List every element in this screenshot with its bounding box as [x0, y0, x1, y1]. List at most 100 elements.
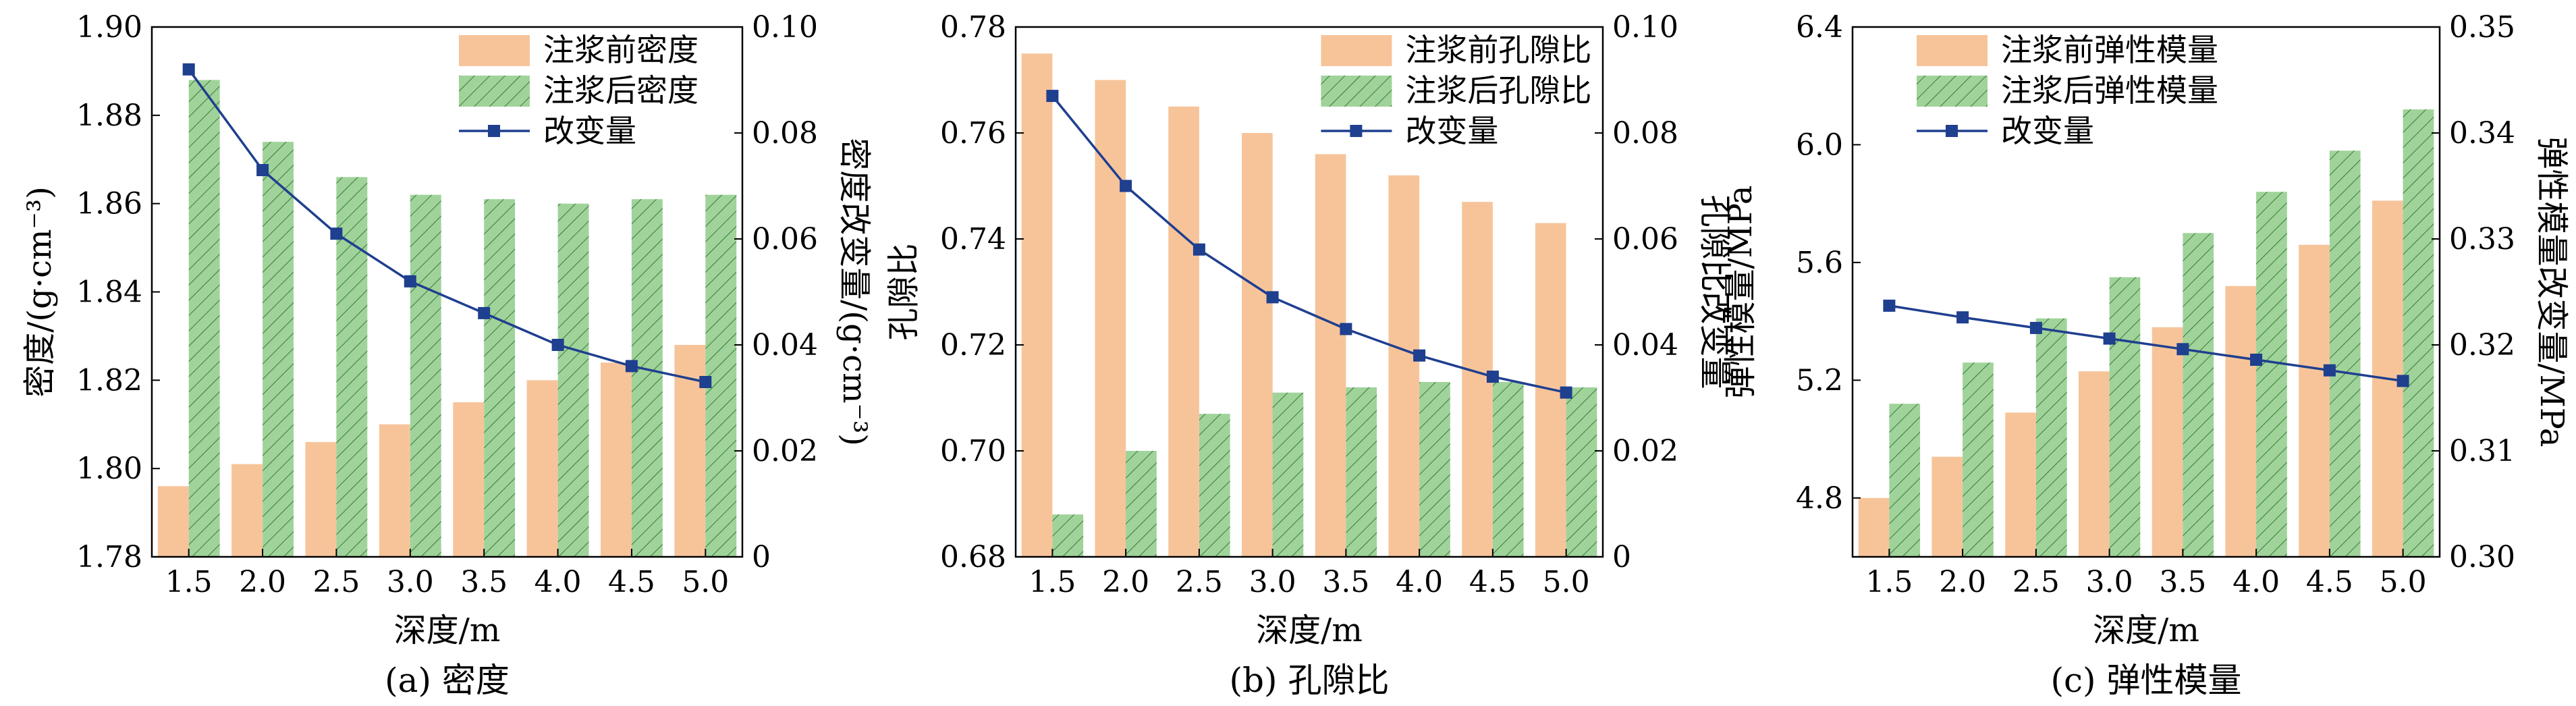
bar-after-4.0	[2256, 192, 2287, 557]
x-tick-label: 4.0	[2232, 565, 2280, 599]
bar-before-1.5	[157, 486, 189, 557]
bar-after-2.5	[336, 177, 368, 557]
y-left-tick-label: 0.70	[940, 434, 1006, 468]
bar-before-4.5	[601, 362, 632, 557]
y-left-tick-label: 1.82	[76, 363, 142, 398]
x-tick-label: 3.5	[1322, 565, 1369, 599]
chart-panel-1: 1.5 2.0 2.5 3.0 3.5 4.0 4.5 5.0 1.78 1.80 1.82 1.84…	[21, 10, 873, 700]
x-tick-label: 4.5	[608, 565, 655, 599]
y-left-tick-label: 6.4	[1796, 10, 1843, 45]
bar-before-2.0	[1931, 456, 1963, 557]
y-right-tick-label: 0.30	[2449, 540, 2515, 574]
y-right-tick-label: 0.34	[2449, 116, 2515, 151]
bar-before-3.5	[453, 402, 485, 557]
bar-before-3.0	[1242, 133, 1273, 557]
y-right-axis-title: 弹性模量改变量/MPa	[2533, 136, 2571, 447]
change-marker-2.5	[1193, 243, 1205, 256]
change-marker-2.0	[256, 164, 269, 176]
panel-caption: (b) 孔隙比	[1230, 661, 1390, 700]
bar-before-2.0	[1095, 80, 1126, 557]
bar-after-2.5	[1199, 414, 1230, 557]
plot-frame	[1014, 26, 1604, 558]
y-left-tick-label: 5.2	[1796, 363, 1843, 398]
legend-line-marker	[1946, 125, 1958, 137]
x-tick-label: 2.0	[239, 565, 286, 599]
change-marker-4.0	[551, 339, 564, 351]
bar-after-3.0	[410, 194, 441, 558]
bar-after-4.5	[1492, 382, 1524, 557]
change-marker-2.5	[2029, 321, 2042, 334]
y-right-tick-label: 0	[752, 540, 771, 574]
bar-before-4.0	[526, 380, 558, 557]
x-tick-label: 4.5	[2306, 565, 2353, 599]
bar-after-5.0	[2403, 109, 2434, 558]
change-marker-2.0	[1956, 311, 1969, 324]
y-right-tick-label: 0.35	[2449, 10, 2515, 45]
bar-before-3.0	[379, 424, 410, 557]
bar-after-3.5	[484, 199, 516, 558]
y-right-tick-label: 0.06	[752, 222, 818, 256]
x-axis-title: 深度/m	[1256, 612, 1363, 649]
change-marker-3.0	[2103, 332, 2116, 345]
change-marker-4.5	[2323, 364, 2336, 377]
bar-before-1.5	[1021, 53, 1053, 558]
plot-frame	[1851, 26, 2441, 558]
x-tick-label: 2.0	[1939, 565, 1986, 599]
bar-before-2.0	[231, 464, 263, 557]
legend-bar-swatch	[1321, 35, 1392, 66]
change-marker-5.0	[699, 376, 712, 388]
x-tick-label: 2.5	[2012, 565, 2060, 599]
y-left-tick-label: 5.6	[1796, 246, 1843, 280]
change-marker-4.0	[2250, 354, 2263, 366]
x-tick-label: 3.5	[2159, 565, 2206, 599]
change-marker-4.5	[1486, 371, 1499, 383]
x-tick-label: 2.5	[1176, 565, 1223, 599]
x-tick-label: 5.0	[1543, 565, 1590, 599]
x-tick-label: 2.0	[1102, 565, 1149, 599]
y-right-tick-label: 0.10	[1612, 10, 1678, 45]
change-marker-2.5	[330, 227, 343, 240]
y-left-tick-label: 1.80	[76, 452, 142, 486]
change-marker-1.5	[1883, 299, 1896, 312]
y-right-axis-title: 密度改变量/(g·cm⁻³)	[835, 138, 873, 446]
x-axis-title: 深度/m	[394, 612, 501, 649]
bar-after-4.5	[2329, 151, 2361, 557]
x-tick-label: 3.5	[460, 565, 508, 599]
y-left-tick-label: 0.76	[940, 116, 1006, 151]
x-tick-label: 3.0	[387, 565, 434, 599]
x-tick-label: 4.0	[1396, 565, 1443, 599]
legend-label: 改变量	[2001, 113, 2094, 149]
bar-after-4.0	[557, 203, 589, 557]
chart-panel-2: 1.5 2.0 2.5 3.0 3.5 4.0 4.5 5.0 0.68 0.70 0.72 0.74…	[885, 10, 1734, 700]
legend-bar-swatch	[1917, 76, 1988, 107]
x-tick-label: 3.0	[1249, 565, 1296, 599]
bar-after-2.0	[1963, 362, 1994, 557]
bar-before-2.5	[305, 441, 337, 557]
legend-bar-swatch	[459, 35, 530, 66]
y-left-tick-label: 1.86	[76, 187, 142, 221]
y-right-tick-label: 0.08	[752, 116, 818, 151]
bar-after-5.0	[705, 194, 737, 558]
change-marker-3.0	[404, 275, 416, 288]
y-right-tick-label: 0.31	[2449, 434, 2515, 468]
bar-after-2.0	[263, 142, 294, 558]
chart-panels: 1.5 2.0 2.5 3.0 3.5 4.0 4.5 5.0 1.78 1.80 1.82 1.84…	[21, 10, 2571, 700]
x-tick-label: 4.5	[1469, 565, 1516, 599]
bar-before-2.5	[1168, 106, 1199, 558]
bar-after-1.5	[1889, 404, 1921, 557]
bar-after-2.0	[1126, 451, 1157, 557]
x-tick-label: 5.0	[2380, 565, 2427, 599]
y-left-tick-label: 0.78	[940, 10, 1006, 45]
y-right-tick-label: 0.04	[752, 328, 818, 362]
legend-bar-swatch	[1917, 35, 1988, 66]
y-right-tick-label: 0.02	[752, 434, 818, 468]
x-tick-label: 5.0	[682, 565, 729, 599]
y-right-tick-label: 0.33	[2449, 222, 2515, 256]
x-tick-label: 3.0	[2086, 565, 2133, 599]
x-tick-label: 4.0	[535, 565, 582, 599]
change-line	[1889, 304, 2403, 383]
legend-label: 注浆前弹性模量	[2001, 32, 2218, 68]
bar-after-4.0	[1419, 382, 1450, 557]
y-left-tick-label: 1.84	[76, 275, 142, 310]
